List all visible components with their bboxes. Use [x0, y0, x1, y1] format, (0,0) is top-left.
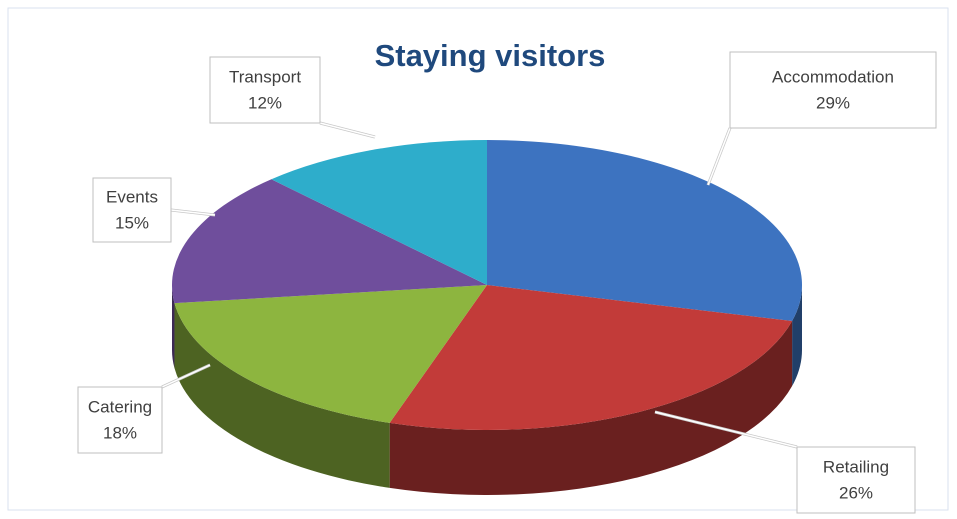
label-value: 29%	[816, 93, 850, 112]
leader-line	[319, 122, 376, 138]
label-name: Events	[106, 187, 158, 206]
label-name: Accommodation	[772, 67, 894, 86]
slice-side	[174, 303, 390, 488]
label-value: 15%	[115, 213, 149, 232]
label-box	[77, 386, 163, 454]
leader-line	[161, 364, 211, 388]
slice-side	[792, 285, 803, 387]
label-value: 12%	[248, 93, 282, 112]
slice	[271, 140, 487, 285]
label-value: 18%	[103, 423, 137, 442]
leader-line	[654, 411, 798, 448]
slice	[487, 140, 802, 322]
slice	[172, 179, 487, 304]
label-box	[729, 51, 937, 129]
slice-side	[389, 321, 793, 495]
label-box	[796, 446, 916, 514]
label-name: Transport	[229, 67, 301, 86]
leader-line	[170, 209, 216, 216]
chart-title: Staying visitors	[375, 38, 606, 73]
slice-side	[172, 285, 175, 369]
label-name: Catering	[88, 397, 152, 416]
label-name: Retailing	[823, 457, 889, 476]
leader-line	[707, 127, 731, 186]
slice	[389, 285, 793, 430]
slice	[174, 285, 487, 423]
label-value: 26%	[839, 483, 873, 502]
label-box	[92, 177, 172, 243]
label-box	[209, 56, 321, 124]
